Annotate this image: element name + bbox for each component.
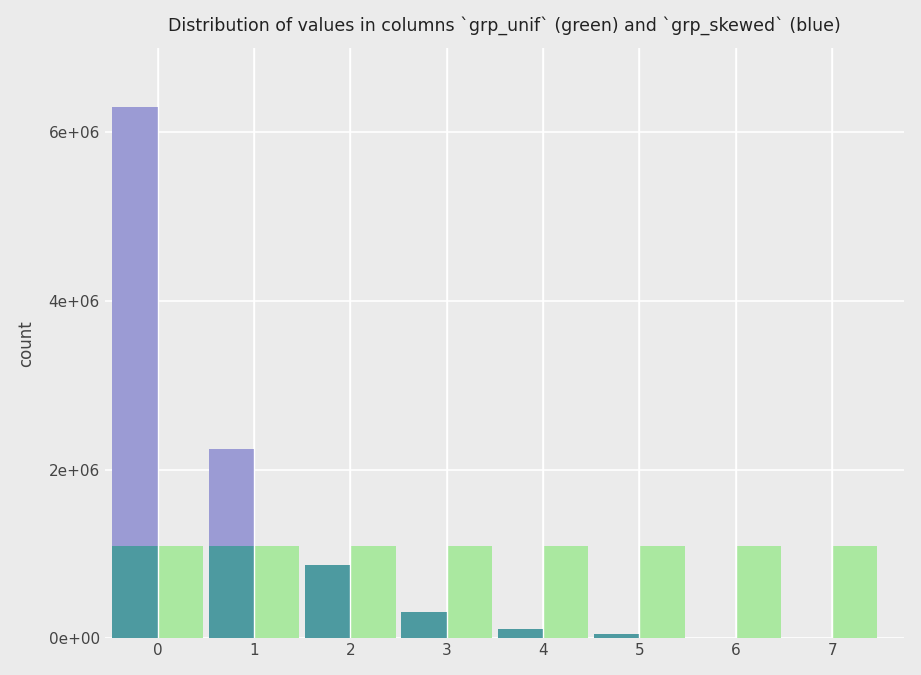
Bar	[305, 565, 350, 639]
Bar	[594, 634, 639, 639]
Bar	[209, 449, 254, 639]
Bar	[402, 612, 447, 639]
Bar	[209, 545, 254, 639]
Bar	[639, 545, 684, 639]
Y-axis label: count: count	[17, 320, 35, 367]
Bar	[254, 545, 299, 639]
Bar	[832, 545, 878, 639]
Bar	[350, 545, 396, 639]
Bar	[736, 545, 781, 639]
Title: Distribution of values in columns `grp_unif` (green) and `grp_skewed` (blue): Distribution of values in columns `grp_u…	[169, 17, 841, 35]
Bar	[447, 545, 492, 639]
Bar	[543, 545, 589, 639]
Bar	[112, 107, 157, 639]
Bar	[157, 545, 203, 639]
Bar	[112, 545, 157, 639]
Bar	[498, 629, 543, 639]
